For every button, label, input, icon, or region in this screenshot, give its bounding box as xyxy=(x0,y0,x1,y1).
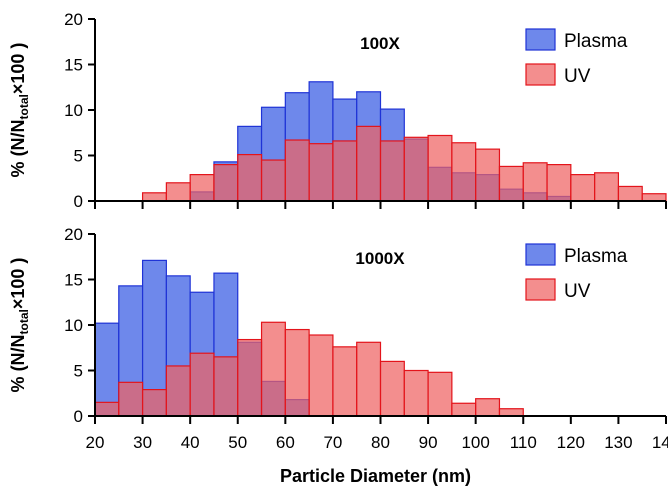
bar-uv-130 xyxy=(617,185,643,202)
bar-uv-60 xyxy=(284,139,310,202)
y-axis-label-main: % (N/N xyxy=(8,334,28,392)
bar-uv-100 xyxy=(475,148,501,202)
bar-uv-40 xyxy=(189,174,215,202)
y-axis-label: % (N/Ntotal×100 ) xyxy=(8,43,31,178)
x-tick-label: 120 xyxy=(557,433,585,452)
bar-uv-120 xyxy=(570,174,596,202)
panel-100x: 0 5 10 15 20 100X Plasma UV % (N/Ntotal×100 ) xyxy=(8,10,667,211)
y-tick-label: 20 xyxy=(64,225,83,244)
bar-uv-95 xyxy=(451,142,477,202)
x-tick-label: 100 xyxy=(461,433,489,452)
y-axis-label-tail: ×100 ) xyxy=(8,43,28,95)
y-tick-label: 10 xyxy=(64,316,83,335)
bar-uv-65 xyxy=(308,143,334,202)
bar-uv-80 xyxy=(379,360,405,417)
bar-uv-100 xyxy=(475,398,501,417)
series-uv xyxy=(141,125,667,202)
panel-title: 100X xyxy=(360,34,400,53)
bar-uv-35 xyxy=(165,182,191,202)
bar-uv-85 xyxy=(403,369,429,417)
legend-swatch-uv xyxy=(525,278,556,301)
x-tick-label: 60 xyxy=(276,433,295,452)
x-tick-label: 70 xyxy=(323,433,342,452)
x-tick-label: 80 xyxy=(371,433,390,452)
x-tick-label: 130 xyxy=(604,433,632,452)
bar-uv-55 xyxy=(260,159,286,202)
bar-uv-90 xyxy=(427,371,453,417)
legend-label-uv: UV xyxy=(564,281,591,302)
bar-uv-105 xyxy=(498,408,524,417)
bar-uv-20 xyxy=(94,401,120,417)
y-axis-label-sub: total xyxy=(17,94,31,119)
bar-uv-35 xyxy=(165,365,191,417)
bar-uv-70 xyxy=(332,140,358,202)
bar-uv-125 xyxy=(594,172,620,202)
bar-uv-70 xyxy=(332,346,358,417)
bar-uv-30 xyxy=(141,389,167,417)
bar-uv-115 xyxy=(546,164,572,202)
x-tick-label: 140 xyxy=(652,433,668,452)
bar-uv-30 xyxy=(141,192,167,202)
y-tick-label: 20 xyxy=(64,10,83,29)
bar-uv-50 xyxy=(237,153,263,202)
x-tick-label: 50 xyxy=(228,433,247,452)
legend-label-uv: UV xyxy=(564,66,591,87)
legend-label-plasma: Plasma xyxy=(564,246,628,267)
y-tick-label: 0 xyxy=(74,407,83,426)
bar-uv-75 xyxy=(356,341,382,417)
bar-uv-95 xyxy=(451,402,477,417)
bar-uv-45 xyxy=(213,356,239,417)
bar-uv-85 xyxy=(403,136,429,202)
bar-uv-105 xyxy=(498,165,524,202)
bar-uv-135 xyxy=(641,193,667,202)
bar-uv-60 xyxy=(284,328,310,417)
bar-uv-80 xyxy=(379,140,405,202)
x-tick-label: 30 xyxy=(133,433,152,452)
series-uv xyxy=(94,321,524,417)
legend-swatch-plasma xyxy=(525,28,556,51)
bar-uv-50 xyxy=(237,338,263,417)
x-tick-label: 20 xyxy=(86,433,105,452)
y-tick-label: 10 xyxy=(64,101,83,120)
y-axis-label-main: % (N/N xyxy=(8,119,28,177)
legend-swatch-plasma xyxy=(525,243,556,266)
y-tick-label: 0 xyxy=(74,192,83,211)
bar-uv-40 xyxy=(189,352,215,417)
y-tick-label: 15 xyxy=(64,56,83,75)
bar-uv-55 xyxy=(260,321,286,417)
panel-title: 1000X xyxy=(355,249,405,268)
y-axis-label-sub: total xyxy=(17,309,31,334)
x-tick-label: 90 xyxy=(419,433,438,452)
bar-uv-75 xyxy=(356,125,382,202)
panel-1000x: 0 5 10 15 20 1000X Plasma UV % (N/Ntotal×100 ) 20… xyxy=(8,225,668,486)
bar-uv-110 xyxy=(522,162,548,202)
x-axis-label: Particle Diameter (nm) xyxy=(280,466,471,486)
y-axis-label: % (N/Ntotal×100 ) xyxy=(8,258,31,393)
x-tick-label: 110 xyxy=(510,433,537,452)
bar-uv-25 xyxy=(118,381,144,417)
legend-label-plasma: Plasma xyxy=(564,31,628,52)
y-axis-label-tail: ×100 ) xyxy=(8,258,28,310)
y-tick-label: 15 xyxy=(64,271,83,290)
bar-uv-45 xyxy=(213,164,239,202)
y-tick-label: 5 xyxy=(74,362,83,381)
x-tick-label: 40 xyxy=(181,433,200,452)
bar-uv-90 xyxy=(427,134,453,202)
bar-uv-65 xyxy=(308,334,334,417)
y-tick-label: 5 xyxy=(74,147,83,166)
legend-swatch-uv xyxy=(525,63,556,86)
